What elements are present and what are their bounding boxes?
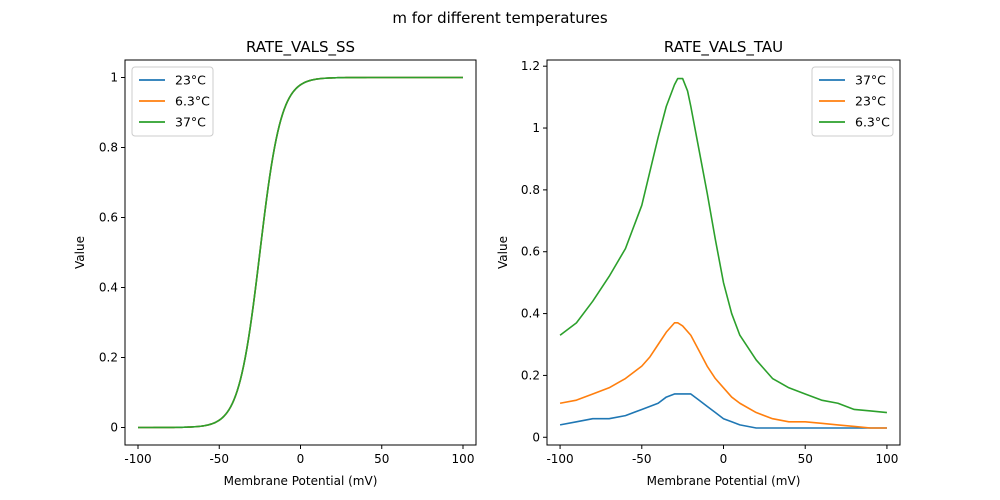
legend-entry: 23°C bbox=[855, 94, 886, 109]
series-line-6-3-c bbox=[559, 77, 888, 414]
y-tick-label: 1 bbox=[110, 71, 118, 85]
chart-title-right: RATE_VALS_TAU bbox=[664, 38, 783, 57]
y-tick-label: 0 bbox=[110, 421, 118, 435]
x-tick-label: 0 bbox=[720, 452, 728, 466]
y-tick-label: 0.2 bbox=[99, 351, 118, 365]
y-tick-label: 0.4 bbox=[99, 281, 118, 295]
legend-right: 37°C 23°C 6.3°C bbox=[811, 66, 894, 137]
series-lines-right bbox=[559, 77, 888, 429]
figure-suptitle: m for different temperatures bbox=[392, 9, 608, 27]
x-tick-label: 50 bbox=[798, 452, 813, 466]
chart-title-left: RATE_VALS_SS bbox=[246, 38, 355, 57]
legend-entry: 23°C bbox=[175, 73, 206, 88]
y-tick-label: 1 bbox=[532, 121, 540, 135]
legend-box bbox=[811, 66, 894, 137]
x-tick-label: -50 bbox=[209, 452, 229, 466]
legend-left: 23°C 6.3°C 37°C bbox=[131, 66, 214, 137]
y-axis-label-right: Value bbox=[496, 236, 510, 269]
y-tick-label: 0.6 bbox=[521, 245, 540, 259]
x-tick-label: 0 bbox=[297, 452, 305, 466]
y-tick-label: 0.8 bbox=[521, 183, 540, 197]
x-tick-label: 100 bbox=[875, 452, 898, 466]
x-tick-label: -50 bbox=[632, 452, 652, 466]
series-line-37-c bbox=[559, 393, 887, 429]
series-line-23-c bbox=[559, 322, 887, 429]
x-tick-label: 100 bbox=[452, 452, 475, 466]
legend-entry: 6.3°C bbox=[855, 115, 890, 130]
series-lines-left bbox=[138, 76, 463, 429]
x-tick-label: 50 bbox=[374, 452, 389, 466]
x-tick-label: -100 bbox=[546, 452, 573, 466]
legend-entry: 37°C bbox=[855, 73, 886, 88]
series-line-37-c bbox=[138, 76, 463, 429]
y-tick-label: 1.2 bbox=[521, 59, 540, 73]
ticks-left: -100 -50 0 50 100 0 0.2 0.4 0.6 0.8 1 bbox=[99, 71, 475, 467]
y-axis-label-left: Value bbox=[73, 236, 87, 269]
y-tick-label: 0.4 bbox=[521, 307, 540, 321]
ticks-right: -100 -50 0 50 100 0 0.2 0.4 0.6 0.8 1 1.2 bbox=[521, 59, 898, 466]
x-axis-label-left: Membrane Potential (mV) bbox=[224, 474, 378, 488]
legend-box bbox=[131, 66, 214, 137]
legend-entry: 37°C bbox=[175, 115, 206, 130]
y-tick-label: 0.2 bbox=[521, 368, 540, 382]
x-axis-label-right: Membrane Potential (mV) bbox=[647, 474, 801, 488]
y-tick-label: 0.8 bbox=[99, 141, 118, 155]
y-tick-label: 0.6 bbox=[99, 211, 118, 225]
chart-left-steady-state: RATE_VALS_SS Membrane Potential (mV) Val… bbox=[73, 38, 477, 488]
x-tick-label: -100 bbox=[124, 452, 151, 466]
legend-entry: 6.3°C bbox=[175, 94, 210, 109]
y-tick-label: 0 bbox=[532, 430, 540, 444]
chart-right-time-constant: RATE_VALS_TAU Membrane Potential (mV) Va… bbox=[496, 38, 901, 488]
